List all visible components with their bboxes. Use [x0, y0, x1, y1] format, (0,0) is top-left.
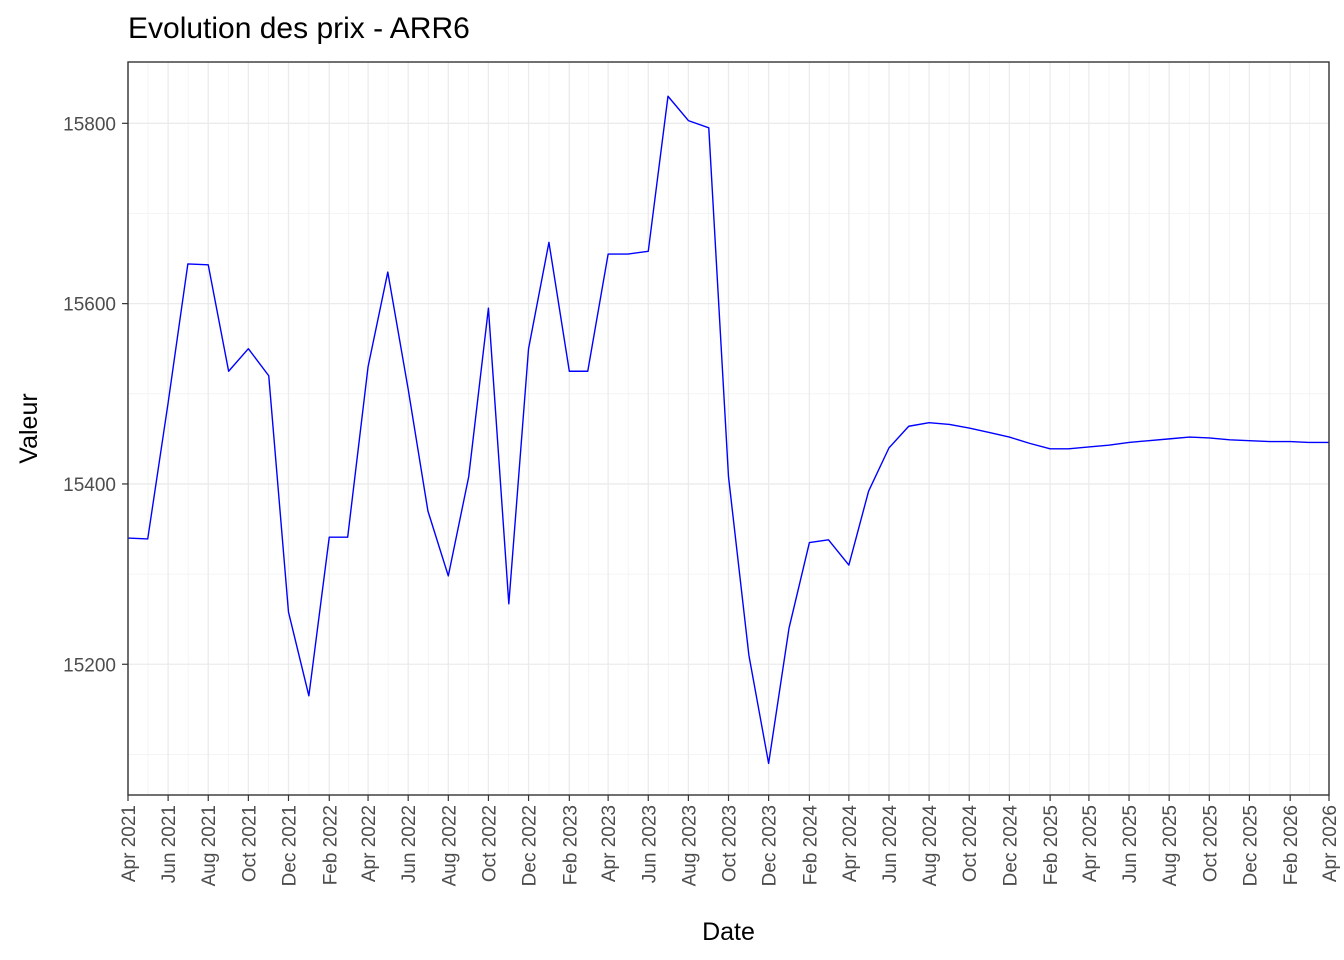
x-tick-label: Apr 2025	[1080, 805, 1101, 882]
x-axis: Apr 2021 Jun 2021 Aug 2021 Oct 2021 Dec 2021…	[119, 795, 1341, 886]
x-tick-label: Oct 2024	[960, 805, 981, 883]
x-tick-label: Aug 2025	[1160, 805, 1181, 886]
x-tick-label: Apr 2023	[599, 805, 620, 882]
x-tick-label: Jun 2022	[399, 805, 420, 883]
x-tick-label: Oct 2025	[1200, 805, 1221, 882]
x-tick-label: Dec 2025	[1240, 805, 1261, 886]
x-tick-label: Feb 2024	[800, 805, 821, 886]
y-tick-label: 15800	[63, 114, 116, 135]
chart-title: Evolution des prix - ARR6	[128, 12, 470, 45]
x-tick-label: Apr 2026	[1320, 805, 1341, 882]
x-tick-label: Dec 2023	[760, 805, 781, 886]
series-layer	[127, 95, 1329, 765]
x-tick-label: Dec 2021	[279, 805, 300, 886]
series-line	[127, 95, 1329, 765]
x-tick-label: Oct 2023	[720, 805, 741, 882]
x-tick-label: Aug 2022	[439, 805, 460, 886]
major-gridlines	[127, 62, 1330, 795]
x-tick-label: Feb 2022	[320, 805, 341, 885]
x-tick-label: Dec 2024	[1000, 805, 1021, 887]
x-tick-label: Feb 2026	[1281, 805, 1302, 885]
x-tick-label: Feb 2023	[560, 805, 581, 885]
x-tick-label: Dec 2022	[520, 805, 541, 886]
y-axis: 15200 15400 15600 15800	[63, 114, 128, 676]
y-tick-label: 15200	[63, 655, 116, 676]
y-axis-title: Valeur	[15, 393, 43, 463]
x-tick-label: Jun 2023	[639, 805, 660, 883]
x-tick-label: Oct 2022	[479, 805, 500, 882]
x-tick-label: Aug 2021	[199, 805, 220, 886]
x-axis-title: Date	[702, 918, 755, 946]
x-tick-label: Oct 2021	[239, 805, 260, 882]
x-tick-label: Feb 2025	[1041, 805, 1062, 885]
x-tick-label: Apr 2022	[359, 805, 380, 882]
x-tick-label: Apr 2024	[840, 805, 861, 883]
x-tick-label: Aug 2024	[920, 805, 941, 887]
minor-gridlines	[128, 62, 1329, 795]
x-tick-label: Jun 2021	[159, 805, 180, 883]
y-tick-label: 15400	[63, 475, 116, 496]
x-tick-label: Jun 2025	[1120, 805, 1141, 883]
x-tick-label: Jun 2024	[880, 805, 901, 884]
x-tick-label: Aug 2023	[679, 805, 700, 886]
y-tick-label: 15600	[63, 295, 116, 316]
x-tick-label: Apr 2021	[119, 805, 140, 882]
